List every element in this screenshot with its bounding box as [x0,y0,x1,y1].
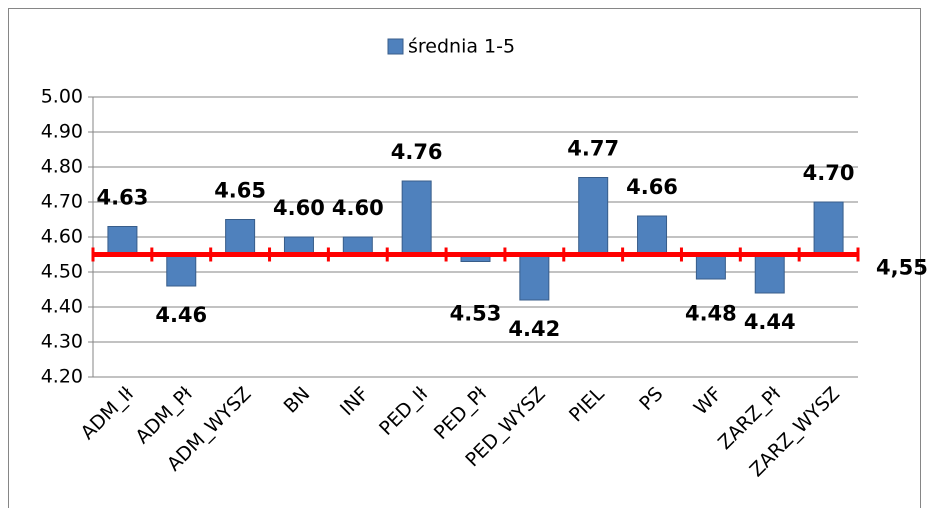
bar [342,236,373,255]
y-tick-label: 4.60 [41,226,83,248]
value-label: 4.48 [685,302,737,326]
y-tick-label: 4.80 [41,156,83,178]
bar [225,219,256,255]
bar [754,254,785,294]
value-label: 4.76 [391,140,443,164]
value-label: 4.70 [803,161,855,185]
y-tick-label: 4.30 [41,331,83,353]
value-label: 4.44 [744,310,796,334]
value-label: 4.66 [626,175,678,199]
y-tick-label: 4.50 [41,261,83,283]
bar [166,254,197,287]
value-label: 4.63 [97,186,149,210]
y-tick-label: 5.00 [41,86,83,108]
y-tick-label: 4.40 [41,296,83,318]
bar [107,226,138,255]
legend-swatch [387,38,404,55]
bar [283,236,314,255]
value-label: 4.60 [273,196,325,220]
bar [695,254,726,280]
y-tick-label: 4.20 [41,366,83,388]
bar [401,180,432,255]
baseline-label: 4,55 [876,256,928,280]
value-label: 4.42 [508,317,560,341]
y-tick-label: 4.90 [41,121,83,143]
legend-label: średnia 1-5 [408,36,515,58]
value-label: 4.77 [567,137,619,161]
bar [519,254,550,301]
value-label: 4.46 [155,303,207,327]
bar [637,215,668,255]
value-label: 4.65 [214,179,266,203]
y-tick-label: 4.70 [41,191,83,213]
bar [578,177,609,255]
value-label: 4.60 [332,196,384,220]
value-label: 4.53 [450,302,502,326]
bar [813,201,844,255]
